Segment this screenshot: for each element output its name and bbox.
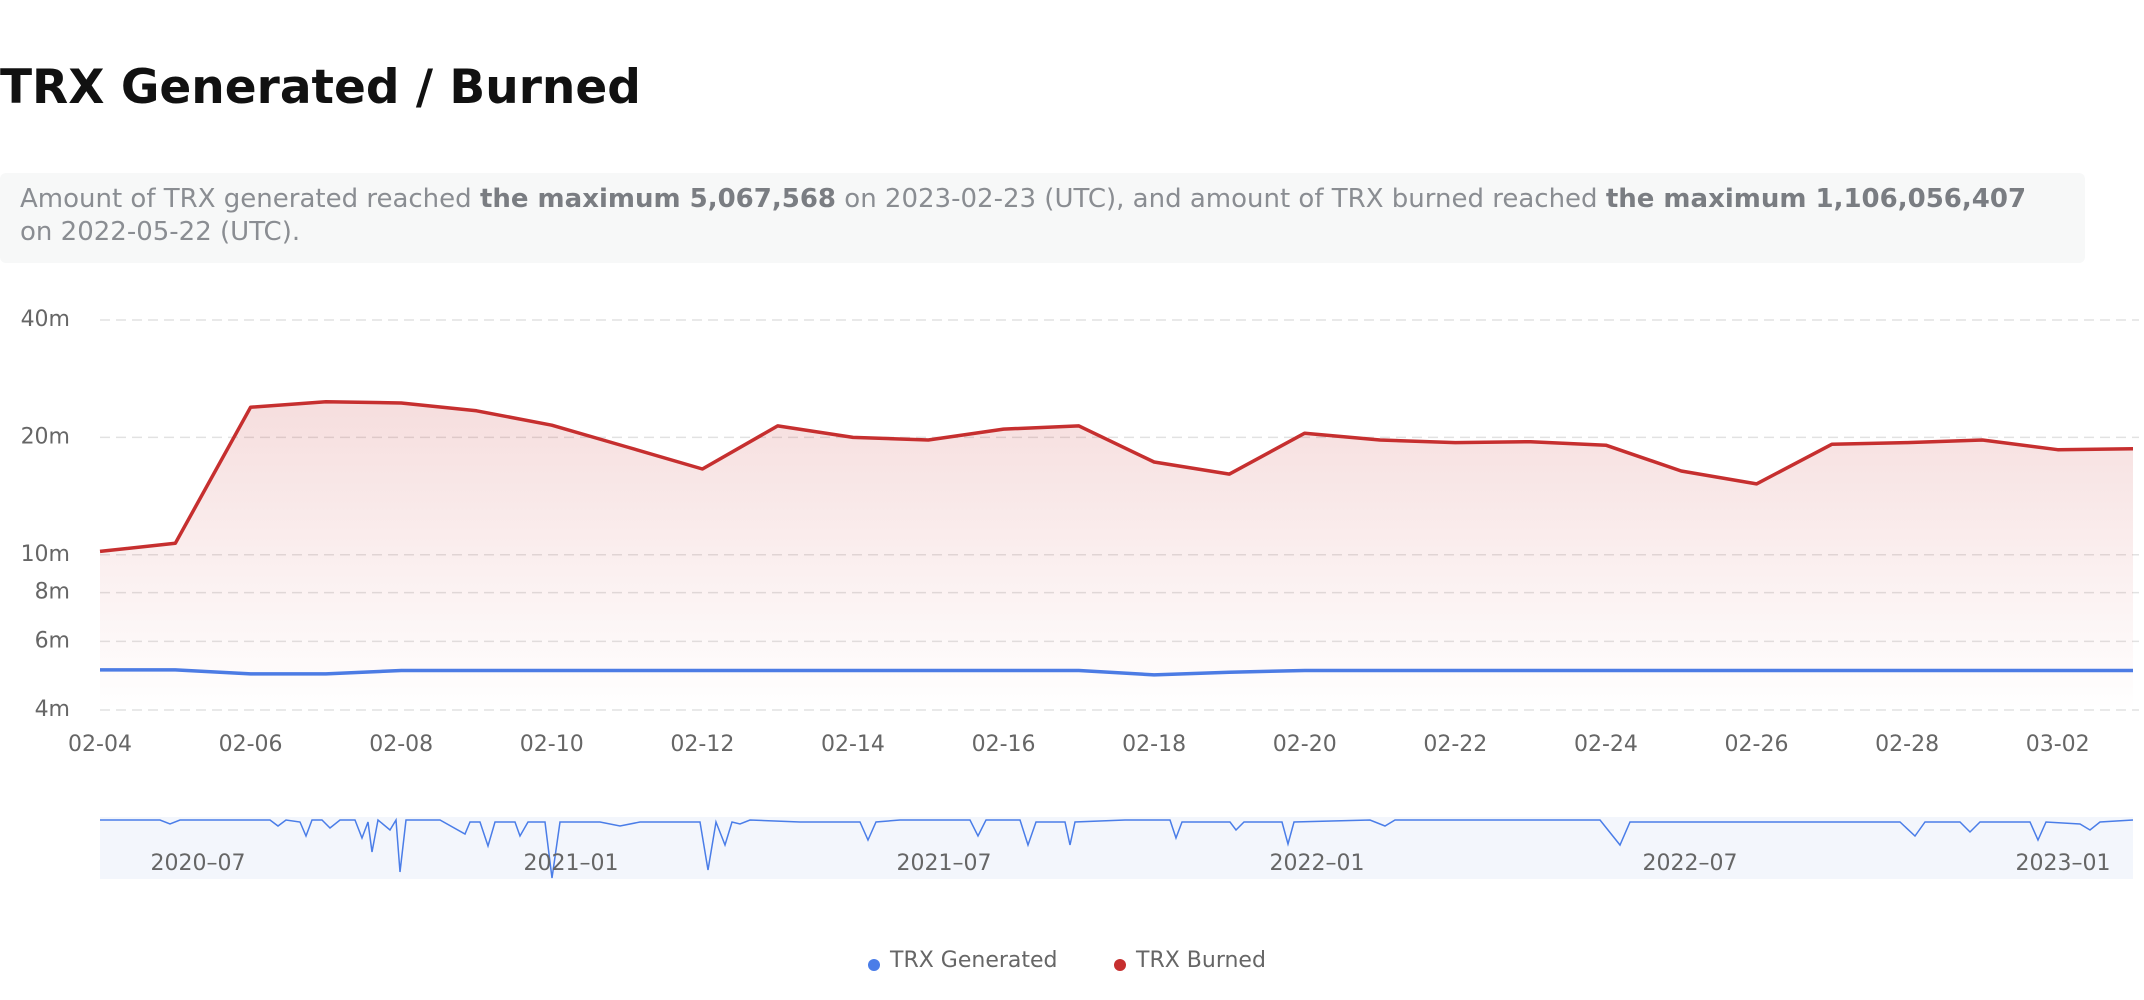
chart-title: TRX Generated / Burned (0, 60, 641, 115)
y-tick-label: 8m (35, 580, 70, 605)
legend-label: TRX Generated (889, 948, 1058, 973)
x-tick-label: 02-14 (821, 732, 885, 757)
legend-marker (868, 959, 880, 971)
y-tick-label: 4m (35, 697, 70, 722)
description-text: on 2022-05-22 (UTC). (20, 217, 301, 247)
description-highlight: the maximum 1,106,056,407 (1605, 184, 2027, 214)
area (100, 401, 2133, 710)
navigator-label: 2020–07 (151, 851, 246, 876)
y-tick-label: 40m (21, 307, 70, 332)
legend-label: TRX Burned (1135, 948, 1266, 973)
y-tick-label: 10m (21, 542, 70, 567)
y-tick-label: 6m (35, 628, 70, 653)
navigator-label: 2021–07 (897, 851, 992, 876)
navigator-sparkline (100, 817, 2134, 879)
x-tick-label: 03-02 (2026, 732, 2090, 757)
x-tick-label: 02-16 (972, 732, 1036, 757)
x-tick-label: 02-12 (670, 732, 734, 757)
x-tick-label: 02-26 (1725, 732, 1789, 757)
description-text: on 2023-02-23 (UTC), and amount of TRX b… (836, 184, 1606, 214)
navigator-label: 2021–01 (524, 851, 619, 876)
x-tick-label: 02-28 (1875, 732, 1939, 757)
x-tick-label: 02-04 (68, 732, 132, 757)
y-tick-label: 20m (21, 424, 70, 449)
line (99, 399, 2134, 554)
legend-item[interactable]: TRX Burned (1114, 948, 1266, 973)
legend-marker (1114, 959, 1126, 971)
x-tick-label: 02-06 (219, 732, 283, 757)
x-tick-label: 02-10 (520, 732, 584, 757)
navigator-label: 2022–01 (1270, 851, 1365, 876)
x-tick-label: 02-24 (1574, 732, 1638, 757)
x-tick-label: 02-20 (1273, 732, 1337, 757)
x-tick-label: 02-08 (369, 732, 433, 757)
legend-item[interactable]: TRX Generated (868, 948, 1058, 973)
navigator-label: 2023–01 (2016, 851, 2111, 876)
x-tick-label: 02-22 (1423, 732, 1487, 757)
description: Amount of TRX generated reached the maxi… (0, 173, 2085, 263)
x-tick-label: 02-18 (1122, 732, 1186, 757)
description-text: Amount of TRX generated reached (20, 184, 480, 214)
description-highlight: the maximum 5,067,568 (479, 184, 837, 214)
navigator-label: 2022–07 (1643, 851, 1738, 876)
navigator-background[interactable] (100, 817, 2133, 879)
